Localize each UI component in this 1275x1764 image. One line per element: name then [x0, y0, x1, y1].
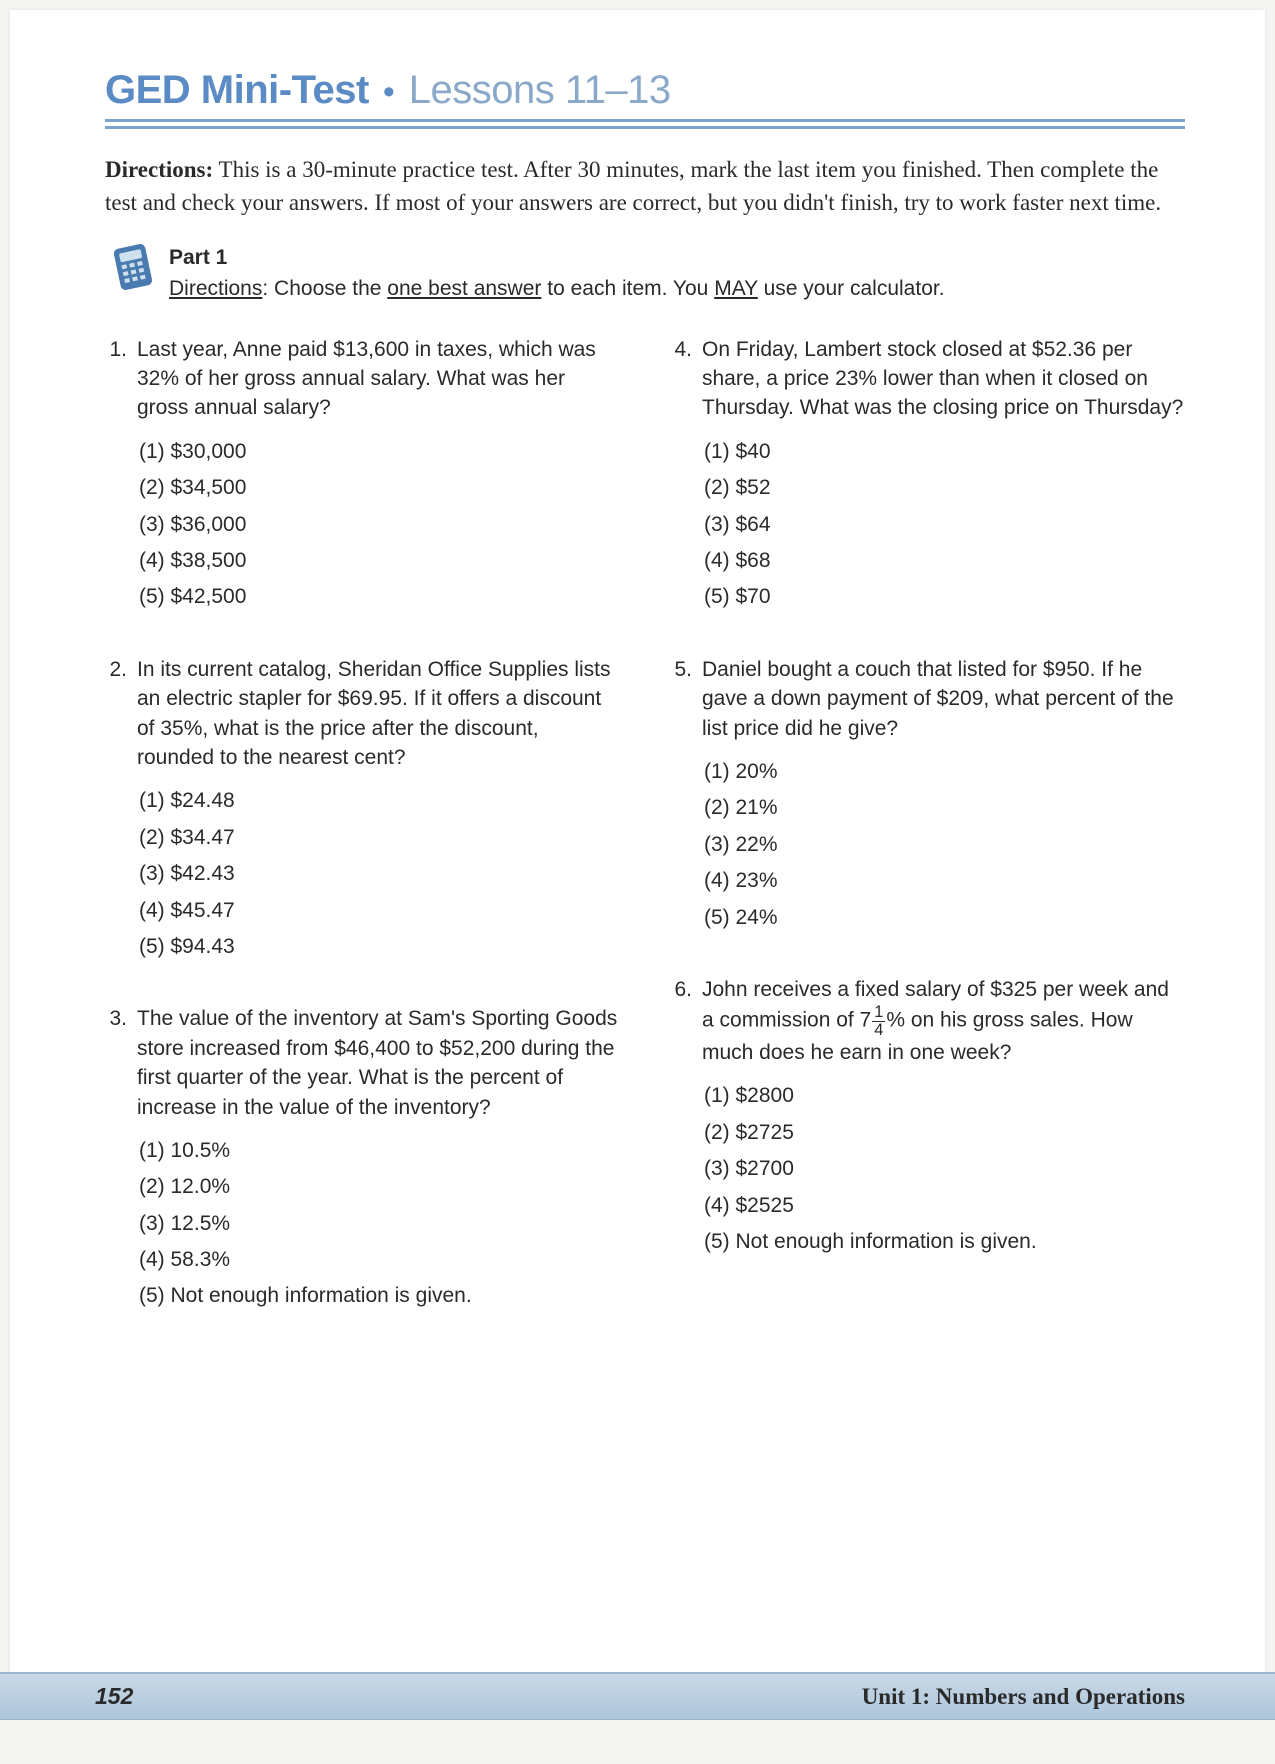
part-directions: Part 1 Directions: Choose the one best a…	[169, 242, 945, 305]
question-text: In its current catalog, Sheridan Office …	[137, 655, 620, 773]
choice[interactable]: (3) $2700	[704, 1154, 1185, 1183]
question-number: 3.	[105, 1004, 127, 1318]
title-bold: GED Mini-Test	[105, 68, 369, 113]
choice[interactable]: (4) $45.47	[139, 896, 620, 925]
part-before: : Choose the	[262, 277, 387, 300]
page: GED Mini-Test • Lessons 11–13 Directions…	[10, 10, 1265, 1690]
choices-list: (1) $2800 (2) $2725 (3) $2700 (4) $2525 (5) …	[702, 1081, 1185, 1256]
choices-list: (1) 20% (2) 21% (3) 22% (4) 23% (5) 24%	[702, 757, 1185, 932]
header-rule	[105, 119, 1185, 129]
choice[interactable]: (5) Not enough information is given.	[139, 1281, 620, 1310]
question-body: John receives a fixed salary of $325 per…	[702, 975, 1185, 1263]
choice[interactable]: (1) $40	[704, 437, 1185, 466]
question-number: 1.	[105, 335, 127, 619]
question-body: On Friday, Lambert stock closed at $52.3…	[702, 335, 1185, 619]
choice[interactable]: (4) 23%	[704, 866, 1185, 895]
question: 1.Last year, Anne paid $13,600 in taxes,…	[105, 335, 620, 619]
part-may: MAY	[714, 277, 758, 300]
choice[interactable]: (1) 20%	[704, 757, 1185, 786]
footer-bar: 152 Unit 1: Numbers and Operations	[0, 1672, 1275, 1720]
choice[interactable]: (3) $42.43	[139, 859, 620, 888]
choice[interactable]: (3) 22%	[704, 830, 1185, 859]
title-light: Lessons 11–13	[409, 68, 671, 113]
choice[interactable]: (5) 24%	[704, 903, 1185, 932]
question: 5.Daniel bought a couch that listed for …	[670, 655, 1185, 939]
questions-right-column: 4.On Friday, Lambert stock closed at $52…	[670, 335, 1185, 1354]
choice[interactable]: (4) $68	[704, 546, 1185, 575]
choices-list: (1) $30,000 (2) $34,500 (3) $36,000 (4) $38…	[137, 437, 620, 612]
question-text: On Friday, Lambert stock closed at $52.3…	[702, 335, 1185, 423]
question-text: Last year, Anne paid $13,600 in taxes, w…	[137, 335, 620, 423]
question-body: Daniel bought a couch that listed for $9…	[702, 655, 1185, 939]
part-after: use your calculator.	[758, 277, 945, 300]
question-text: Daniel bought a couch that listed for $9…	[702, 655, 1185, 743]
choice[interactable]: (4) $38,500	[139, 546, 620, 575]
part-label: Part 1	[169, 242, 945, 274]
questions-container: 1.Last year, Anne paid $13,600 in taxes,…	[105, 335, 1185, 1354]
choice[interactable]: (5) $42,500	[139, 582, 620, 611]
choice[interactable]: (5) Not enough information is given.	[704, 1227, 1185, 1256]
choices-list: (1) $40 (2) $52 (3) $64 (4) $68 (5) $70	[702, 437, 1185, 612]
choice[interactable]: (1) 10.5%	[139, 1136, 620, 1165]
choice[interactable]: (1) $30,000	[139, 437, 620, 466]
page-number: 152	[95, 1683, 133, 1710]
choice[interactable]: (2) $52	[704, 473, 1185, 502]
calculator-icon	[111, 242, 155, 292]
title-bullet-icon: •	[383, 75, 395, 109]
question-body: The value of the inventory at Sam's Spor…	[137, 1004, 620, 1318]
question-number: 2.	[105, 655, 127, 969]
choice[interactable]: (1) $2800	[704, 1081, 1185, 1110]
choices-list: (1) 10.5% (2) 12.0% (3) 12.5% (4) 58.3% (5) …	[137, 1136, 620, 1311]
question-number: 5.	[670, 655, 692, 939]
question-text: John receives a fixed salary of $325 per…	[702, 975, 1185, 1068]
question: 3.The value of the inventory at Sam's Sp…	[105, 1004, 620, 1318]
choice[interactable]: (4) 58.3%	[139, 1245, 620, 1274]
page-title-row: GED Mini-Test • Lessons 11–13	[105, 68, 1185, 113]
questions-left-column: 1.Last year, Anne paid $13,600 in taxes,…	[105, 335, 620, 1354]
question-body: Last year, Anne paid $13,600 in taxes, w…	[137, 335, 620, 619]
directions-label: Directions:	[105, 157, 213, 182]
choice[interactable]: (3) $64	[704, 510, 1185, 539]
choice[interactable]: (1) $24.48	[139, 786, 620, 815]
part-row: Part 1 Directions: Choose the one best a…	[105, 242, 1185, 305]
choice[interactable]: (2) 12.0%	[139, 1172, 620, 1201]
question-body: In its current catalog, Sheridan Office …	[137, 655, 620, 969]
choice[interactable]: (3) $36,000	[139, 510, 620, 539]
question: 4.On Friday, Lambert stock closed at $52…	[670, 335, 1185, 619]
choice[interactable]: (2) $34,500	[139, 473, 620, 502]
part-dir-label: Directions	[169, 277, 262, 300]
choice[interactable]: (4) $2525	[704, 1191, 1185, 1220]
question: 6.John receives a fixed salary of $325 p…	[670, 975, 1185, 1263]
part-mid: to each item. You	[541, 277, 714, 300]
unit-label: Unit 1: Numbers and Operations	[862, 1684, 1185, 1710]
question-number: 6.	[670, 975, 692, 1263]
choice[interactable]: (2) 21%	[704, 793, 1185, 822]
main-directions: Directions: This is a 30-minute practice…	[105, 153, 1185, 220]
directions-text: This is a 30-minute practice test. After…	[105, 157, 1161, 215]
question-text: The value of the inventory at Sam's Spor…	[137, 1004, 620, 1122]
choice[interactable]: (5) $70	[704, 582, 1185, 611]
choice[interactable]: (5) $94.43	[139, 932, 620, 961]
choice[interactable]: (2) $34.47	[139, 823, 620, 852]
question: 2.In its current catalog, Sheridan Offic…	[105, 655, 620, 969]
choice[interactable]: (3) 12.5%	[139, 1209, 620, 1238]
part-onebest: one best answer	[387, 277, 541, 300]
question-number: 4.	[670, 335, 692, 619]
choice[interactable]: (2) $2725	[704, 1118, 1185, 1147]
choices-list: (1) $24.48 (2) $34.47 (3) $42.43 (4) $45.47…	[137, 786, 620, 961]
